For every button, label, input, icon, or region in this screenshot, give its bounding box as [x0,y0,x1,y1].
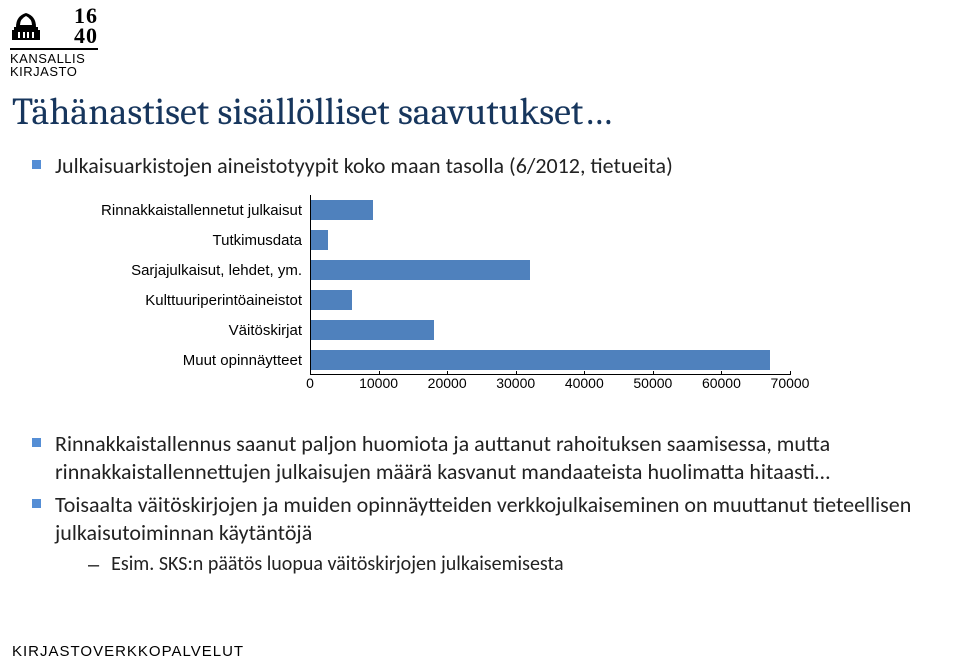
tick-label: 20000 [422,375,472,391]
tick-label: 50000 [628,375,678,391]
chart-row: Tutkimusdata [311,225,790,255]
chart-bar [311,260,530,280]
footer-text: KIRJASTOVERKKOPALVELUT [12,643,244,660]
tick-label: 10000 [354,375,404,391]
chart-row: Kulttuuriperintöaineistot [311,285,790,315]
bullet-row-1: Rinnakkaistallennus saanut paljon huomio… [32,430,922,485]
sub-bullet-text: Esim. SKS:n päätös luopua väitöskirjojen… [111,552,563,576]
body-block: Rinnakkaistallennus saanut paljon huomio… [32,430,922,577]
bullet-text-1: Rinnakkaistallennus saanut paljon huomio… [55,430,922,485]
logo-text-2: KIRJASTO [10,65,98,79]
chart: Rinnakkaistallennetut julkaisutTutkimusd… [70,195,830,415]
logo-text-1: KANSALLIS [10,52,98,66]
logo-year: 16 40 [74,6,98,46]
chart-bar [311,320,434,340]
chart-category-label: Väitöskirjat [72,322,302,339]
chart-bar [311,200,373,220]
subtitle-row: Julkaisuarkistojen aineistotyypit koko m… [32,152,673,179]
chart-row: Muut opinnäytteet [311,345,790,375]
chart-row: Rinnakkaistallennetut julkaisut [311,195,790,225]
bullet-icon [32,160,41,169]
chart-category-label: Tutkimusdata [72,232,302,249]
chart-row: Väitöskirjat [311,315,790,345]
chart-category-label: Muut opinnäytteet [72,352,302,369]
chart-bar [311,290,352,310]
chart-category-label: Kulttuuriperintöaineistot [72,292,302,309]
chart-bar [311,350,770,370]
tick-label: 40000 [559,375,609,391]
chart-category-label: Sarjajulkaisut, lehdet, ym. [72,262,302,279]
tick-label: 0 [285,375,335,391]
tick-label: 30000 [491,375,541,391]
bullet-icon [32,438,41,447]
dash-icon: – [88,554,99,577]
tick-label: 60000 [696,375,746,391]
crest-icon [10,10,42,42]
logo-year-bottom: 40 [74,26,98,46]
chart-bar [311,230,328,250]
chart-category-label: Rinnakkaistallennetut julkaisut [72,202,302,219]
page-title: Tähänastiset sisällölliset saavutukset… [12,90,612,134]
logo-top-row: 16 40 [10,6,98,46]
bullet-icon [32,499,41,508]
logo-block: 16 40 KANSALLIS KIRJASTO [10,6,98,79]
bullet-text-2: Toisaalta väitöskirjojen ja muiden opinn… [55,491,922,546]
subtitle-text: Julkaisuarkistojen aineistotyypit koko m… [55,152,673,179]
bullet-row-2: Toisaalta väitöskirjojen ja muiden opinn… [32,491,922,546]
sub-bullet-row: – Esim. SKS:n päätös luopua väitöskirjoj… [88,552,922,577]
chart-plot-area: Rinnakkaistallennetut julkaisutTutkimusd… [310,195,790,375]
tick-label: 70000 [765,375,815,391]
chart-row: Sarjajulkaisut, lehdet, ym. [311,255,790,285]
chart-x-axis: 010000200003000040000500006000070000 [310,375,790,395]
logo-divider [10,48,98,50]
